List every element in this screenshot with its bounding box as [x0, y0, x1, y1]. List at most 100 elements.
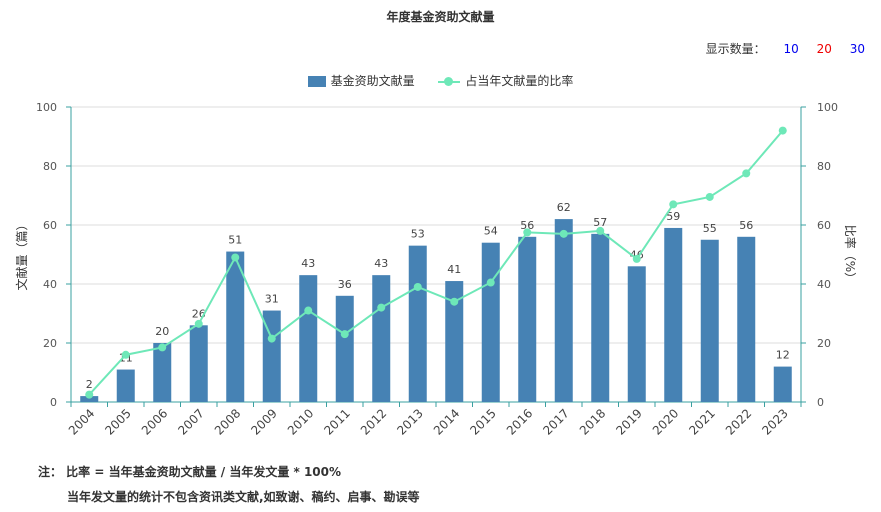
bar-value-label: 43	[374, 257, 388, 270]
x-tick-label: 2013	[394, 406, 425, 437]
x-tick-label: 2019	[613, 406, 644, 437]
bar	[737, 236, 756, 402]
ratio-point	[705, 192, 714, 201]
legend-item-bar[interactable]: 基金资助文献量	[307, 72, 415, 89]
bar-value-label: 36	[338, 278, 352, 291]
x-tick-label: 2012	[358, 406, 389, 437]
bar	[445, 281, 464, 402]
x-tick-label: 2006	[139, 406, 170, 437]
count-option-10[interactable]: 10	[783, 42, 799, 56]
ratio-point	[632, 254, 641, 263]
y2-tick-label: 0	[817, 396, 824, 409]
bar	[664, 227, 683, 402]
y2-axis-title: 比率（%）	[843, 225, 858, 284]
x-tick-label: 2020	[650, 406, 681, 437]
x-tick-label: 2017	[540, 406, 571, 437]
count-option-30[interactable]: 30	[849, 42, 865, 56]
bar-value-label: 51	[228, 234, 242, 247]
chart-title: 年度基金资助文献量	[386, 10, 495, 24]
x-tick-label: 2023	[759, 406, 790, 437]
x-tick-label: 2011	[321, 406, 352, 437]
y-tick-label: 80	[43, 160, 57, 173]
legend-item-line[interactable]: 占当年文献量的比率	[438, 72, 573, 89]
bar	[554, 219, 573, 402]
ratio-point	[340, 330, 349, 339]
chart-legend: 基金资助文献量 占当年文献量的比率	[0, 72, 881, 89]
bar	[773, 366, 792, 402]
note-line-2: 当年发文量的统计不包含资讯类文献,如致谢、稿约、启事、勘误等	[67, 490, 420, 504]
ratio-point	[413, 282, 422, 291]
bar	[700, 239, 719, 402]
bar	[481, 242, 500, 402]
y2-tick-label: 100	[817, 101, 838, 114]
legend-bar-label: 基金资助文献量	[330, 74, 415, 88]
x-tick-label: 2021	[686, 406, 717, 437]
bar	[153, 343, 172, 402]
ratio-point	[267, 334, 276, 343]
ratio-point	[194, 319, 203, 328]
display-count-label: 显示数量：	[705, 42, 766, 56]
ratio-point	[559, 229, 568, 238]
bar-value-label: 56	[739, 219, 753, 232]
ratio-point	[669, 200, 678, 209]
x-tick-label: 2016	[504, 406, 535, 437]
bar-value-label: 31	[265, 293, 279, 306]
bar-value-label: 2	[86, 378, 93, 391]
ratio-line	[88, 129, 784, 396]
x-tick-label: 2022	[723, 406, 754, 437]
legend-line-label: 占当年文献量的比率	[465, 74, 574, 88]
bar	[591, 233, 610, 402]
ratio-point	[523, 228, 532, 237]
bar-value-label: 53	[411, 228, 425, 241]
x-tick-label: 2010	[285, 406, 316, 437]
bar	[116, 369, 135, 402]
legend-bar-swatch	[307, 76, 326, 87]
bar	[262, 310, 281, 402]
count-option-20[interactable]: 20	[816, 42, 832, 56]
x-tick-label: 2009	[248, 406, 279, 437]
x-tick-label: 2018	[577, 406, 608, 437]
y-tick-label: 20	[43, 337, 57, 350]
bar-value-label: 54	[484, 225, 498, 238]
legend-line-swatch	[438, 76, 461, 87]
ratio-point	[377, 303, 386, 312]
bar-value-label: 57	[593, 216, 607, 229]
note-line-1: 注： 比率 = 当年基金资助文献量 / 当年发文量 * 100%	[38, 465, 342, 479]
x-tick-label: 2005	[102, 406, 133, 437]
y2-tick-label: 80	[817, 160, 831, 173]
y-tick-label: 60	[43, 219, 57, 232]
x-tick-label: 2015	[467, 406, 498, 437]
bar	[226, 251, 245, 402]
y-axis-title: 文献量（篇）	[14, 218, 29, 290]
y-tick-label: 100	[36, 101, 57, 114]
x-tick-label: 2008	[212, 406, 243, 437]
bar-value-label: 20	[155, 325, 169, 338]
ratio-point	[231, 253, 240, 262]
y-tick-label: 0	[50, 396, 57, 409]
bar-value-label: 55	[703, 222, 717, 235]
ratio-point	[742, 169, 751, 178]
x-tick-label: 2007	[175, 406, 206, 437]
ratio-point	[121, 350, 130, 359]
bar-value-label: 43	[301, 257, 315, 270]
bar-value-label: 62	[557, 201, 571, 214]
bar	[189, 325, 208, 402]
ratio-point	[158, 343, 167, 352]
ratio-point	[596, 226, 605, 235]
y-tick-label: 40	[43, 278, 57, 291]
bar-value-label: 12	[776, 349, 790, 362]
bar	[518, 236, 537, 402]
y2-tick-label: 20	[817, 337, 831, 350]
bar	[299, 275, 318, 402]
bar	[627, 266, 646, 402]
ratio-point	[778, 126, 787, 135]
bar-value-label: 59	[666, 210, 680, 223]
y2-tick-label: 60	[817, 219, 831, 232]
bar-value-label: 56	[520, 219, 534, 232]
x-tick-label: 2004	[66, 406, 97, 437]
ratio-point	[450, 297, 459, 306]
ratio-point	[85, 390, 94, 399]
ratio-point	[304, 306, 313, 315]
display-count-selector: 显示数量： 10 20 30	[706, 40, 865, 57]
